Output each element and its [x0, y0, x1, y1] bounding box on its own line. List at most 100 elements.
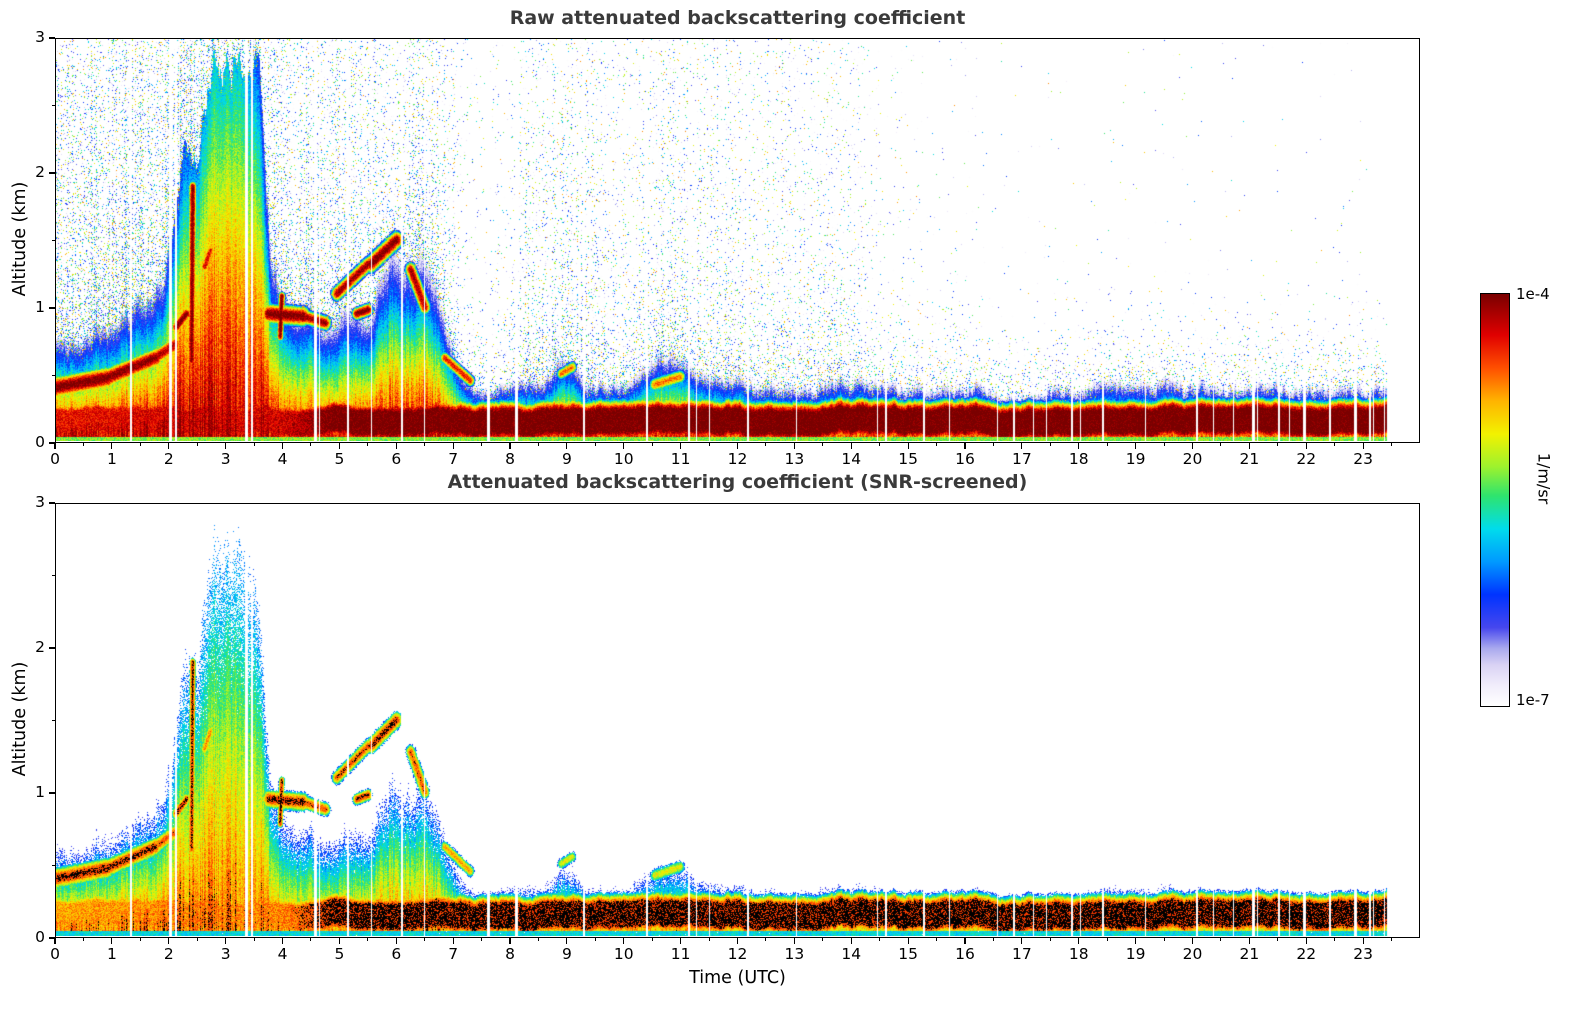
x-tick-label: 20	[1182, 450, 1203, 468]
x-tick-label: 15	[898, 945, 918, 963]
x-tick-label: 13	[784, 945, 805, 963]
x-minor-tick	[253, 443, 255, 446]
x-tick	[281, 938, 284, 944]
x-minor-tick	[310, 938, 312, 941]
y-tick-label: 3	[35, 28, 45, 46]
x-tick-label: 11	[670, 450, 691, 468]
x-tick	[225, 938, 227, 944]
y-minor-tick	[52, 105, 55, 106]
x-minor-tick	[936, 443, 938, 446]
x-tick-label: 17	[1012, 450, 1032, 468]
x-minor-tick	[1106, 443, 1108, 446]
x-tick-label: 19	[1125, 945, 1146, 963]
x-tick	[1078, 443, 1080, 449]
y-tick	[49, 647, 55, 649]
x-tick-label: 22	[1296, 450, 1317, 468]
x-minor-tick	[1106, 938, 1108, 941]
x-tick-label: 0	[50, 945, 60, 963]
x-tick	[907, 443, 909, 449]
x-tick-label: 14	[841, 450, 862, 468]
y-minor-tick	[52, 865, 55, 866]
x-tick	[452, 443, 454, 449]
x-tick	[680, 443, 682, 449]
y-tick-label: 2	[35, 163, 45, 181]
x-tick-label: 20	[1182, 945, 1203, 963]
x-tick-label: 21	[1239, 450, 1260, 468]
x-tick-label: 12	[727, 450, 748, 468]
x-minor-tick	[196, 938, 198, 941]
x-tick-label: 1	[106, 450, 117, 468]
x-tick-label: 2	[163, 450, 174, 468]
y-minor-tick	[52, 720, 55, 721]
x-tick	[1135, 443, 1137, 449]
x-tick	[1021, 443, 1023, 449]
x-tick	[1305, 443, 1307, 449]
x-tick	[168, 443, 170, 449]
x-minor-tick	[367, 938, 369, 941]
plot-area-raw	[55, 38, 1420, 443]
colorbar-max-label: 1e-4	[1516, 285, 1550, 303]
x-minor-tick	[367, 443, 369, 446]
x-tick	[566, 443, 568, 449]
x-tick-label: 3	[220, 945, 231, 963]
x-tick-label: 17	[1012, 945, 1032, 963]
x-tick	[111, 938, 113, 944]
x-tick	[680, 938, 682, 944]
y-axis-label-raw: Altitude (km)	[10, 181, 30, 297]
y-tick-label: 1	[35, 298, 45, 316]
x-tick-label: 11	[670, 945, 691, 963]
plot-area-screened	[55, 503, 1420, 938]
x-tick-label: 10	[613, 945, 634, 963]
x-minor-tick	[310, 443, 312, 446]
x-tick	[907, 938, 909, 944]
x-tick	[736, 443, 739, 449]
x-tick	[964, 938, 966, 944]
x-tick	[623, 938, 625, 944]
y-tick-label: 1	[35, 783, 45, 801]
x-tick-label: 18	[1068, 945, 1089, 963]
x-tick-label: 2	[163, 945, 174, 963]
x-minor-tick	[822, 443, 824, 446]
x-tick	[623, 443, 625, 449]
x-tick	[395, 938, 397, 944]
x-tick-label: 7	[448, 945, 459, 963]
x-minor-tick	[708, 938, 710, 941]
x-tick	[281, 443, 284, 449]
x-tick	[338, 938, 340, 944]
x-tick	[168, 938, 170, 944]
x-minor-tick	[481, 443, 483, 446]
x-axis-label: Time (UTC)	[689, 968, 786, 988]
x-tick-label: 5	[334, 945, 345, 963]
y-tick	[49, 502, 55, 504]
x-minor-tick	[651, 938, 653, 941]
x-tick	[1191, 443, 1194, 449]
x-minor-tick	[879, 938, 881, 941]
x-tick	[509, 938, 511, 944]
x-tick	[850, 443, 852, 449]
y-tick-label: 2	[35, 638, 45, 656]
x-minor-tick	[1163, 938, 1165, 941]
x-minor-tick	[1220, 938, 1222, 941]
x-tick-label: 19	[1125, 450, 1146, 468]
x-minor-tick	[424, 938, 426, 941]
x-tick-label: 1	[106, 945, 117, 963]
x-tick-label: 12	[727, 945, 748, 963]
y-tick-label: 0	[35, 928, 45, 946]
x-minor-tick	[1391, 938, 1393, 941]
x-tick-label: 16	[955, 450, 975, 468]
x-minor-tick	[936, 938, 938, 941]
x-tick	[54, 443, 56, 449]
x-tick-label: 15	[898, 450, 918, 468]
heatmap-raw	[56, 39, 1418, 441]
x-tick	[54, 938, 56, 944]
y-minor-tick	[52, 375, 55, 376]
x-minor-tick	[765, 938, 767, 941]
x-minor-tick	[82, 443, 84, 446]
y-tick-label: 0	[35, 433, 45, 451]
y-tick	[49, 172, 55, 174]
x-tick-label: 4	[277, 945, 288, 963]
x-tick	[793, 938, 795, 944]
x-tick-label: 22	[1296, 945, 1317, 963]
plot-title-screened: Attenuated backscattering coefficient (S…	[447, 471, 1028, 493]
